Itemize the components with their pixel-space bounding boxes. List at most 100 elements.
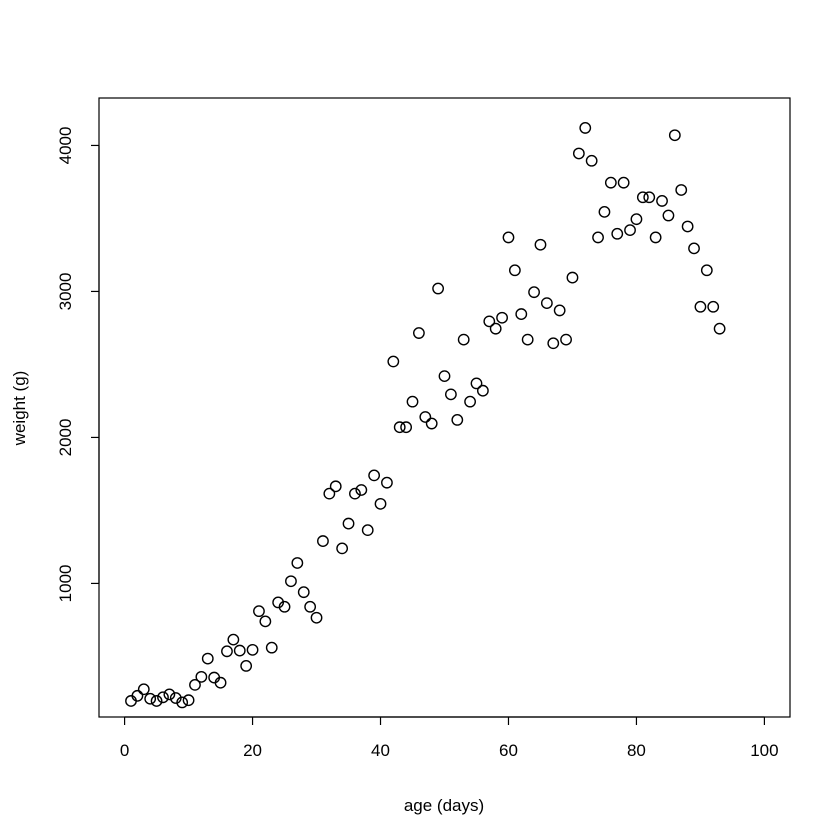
- data-point: [144, 692, 157, 705]
- data-point: [547, 337, 560, 350]
- data-point: [656, 195, 668, 207]
- data-point: [521, 333, 534, 346]
- data-point: [483, 315, 496, 328]
- data-point: [553, 304, 566, 317]
- data-point: [195, 670, 208, 683]
- data-point: [259, 615, 272, 628]
- data-point: [387, 355, 400, 368]
- data-point: [566, 271, 579, 284]
- data-point: [662, 209, 675, 222]
- data-point: [624, 224, 636, 237]
- data-point: [304, 600, 317, 613]
- data-point: [502, 231, 515, 244]
- data-point: [317, 535, 329, 547]
- data-point: [643, 191, 656, 204]
- data-point: [668, 129, 681, 142]
- data-point: [240, 660, 253, 672]
- x-tick-label: 0: [120, 741, 129, 760]
- data-point: [560, 333, 572, 346]
- data-point: [630, 213, 643, 226]
- data-point: [393, 421, 406, 434]
- data-point: [329, 480, 342, 493]
- x-tick-label: 80: [627, 741, 646, 760]
- data-point: [221, 645, 233, 658]
- data-point: [675, 184, 688, 196]
- data-point: [534, 238, 547, 251]
- data-point: [163, 688, 176, 701]
- data-point: [438, 370, 451, 383]
- data-point: [425, 417, 438, 430]
- data-point: [189, 678, 201, 691]
- data-point: [233, 644, 246, 657]
- data-point: [342, 517, 355, 530]
- data-point: [598, 205, 611, 218]
- x-tick-label: 40: [371, 741, 390, 760]
- x-tick-label: 20: [243, 741, 262, 760]
- y-axis: 1000 2000 3000 4000: [56, 127, 100, 603]
- y-axis-label: weight (g): [10, 371, 29, 447]
- data-points: [125, 122, 726, 709]
- data-point: [611, 227, 624, 240]
- data-point: [150, 695, 163, 707]
- data-point: [265, 641, 278, 654]
- data-point: [700, 264, 713, 277]
- data-point: [688, 242, 700, 255]
- data-point: [707, 300, 720, 313]
- data-point: [649, 231, 662, 244]
- data-point: [444, 388, 457, 401]
- data-point: [253, 605, 265, 618]
- data-point: [681, 220, 694, 233]
- y-tick-label: 1000: [56, 565, 75, 603]
- data-point: [572, 147, 585, 160]
- data-point: [470, 377, 483, 390]
- data-point: [694, 300, 707, 313]
- data-point: [528, 286, 540, 299]
- data-point: [381, 476, 393, 489]
- y-tick-label: 3000: [56, 273, 75, 311]
- data-point: [476, 384, 489, 397]
- data-point: [496, 311, 508, 324]
- data-point: [323, 487, 336, 500]
- data-point: [585, 154, 598, 167]
- data-point: [592, 231, 604, 244]
- data-point: [355, 484, 368, 496]
- data-point: [464, 395, 476, 408]
- data-point: [604, 176, 617, 189]
- data-point: [419, 411, 432, 423]
- data-point: [457, 333, 470, 346]
- x-axis: 0 20 40 60 80 100: [120, 716, 779, 760]
- x-tick-label: 100: [750, 741, 778, 760]
- data-point: [406, 395, 419, 408]
- data-point: [291, 557, 304, 569]
- data-point: [515, 308, 528, 320]
- data-point: [413, 327, 425, 339]
- data-point: [297, 586, 310, 599]
- data-point: [636, 191, 649, 204]
- data-point: [374, 497, 387, 510]
- data-point: [137, 683, 150, 696]
- data-point: [310, 611, 323, 624]
- data-point: [201, 652, 214, 665]
- data-point: [432, 282, 445, 295]
- data-point: [131, 689, 144, 702]
- data-point: [508, 264, 521, 277]
- data-point: [361, 524, 374, 537]
- data-point: [246, 643, 259, 656]
- data-point: [336, 542, 349, 555]
- data-point: [214, 676, 227, 689]
- x-axis-label: age (days): [404, 796, 484, 815]
- data-point: [349, 487, 361, 500]
- data-point: [400, 421, 413, 434]
- data-point: [713, 322, 726, 335]
- data-point: [368, 469, 381, 482]
- data-point: [285, 575, 297, 588]
- data-point: [227, 633, 240, 646]
- data-point: [451, 414, 464, 426]
- data-point: [157, 691, 169, 704]
- data-point: [489, 322, 502, 335]
- y-tick-label: 2000: [56, 419, 75, 457]
- data-point: [176, 696, 189, 709]
- data-point: [182, 694, 195, 707]
- y-tick-label: 4000: [56, 127, 75, 165]
